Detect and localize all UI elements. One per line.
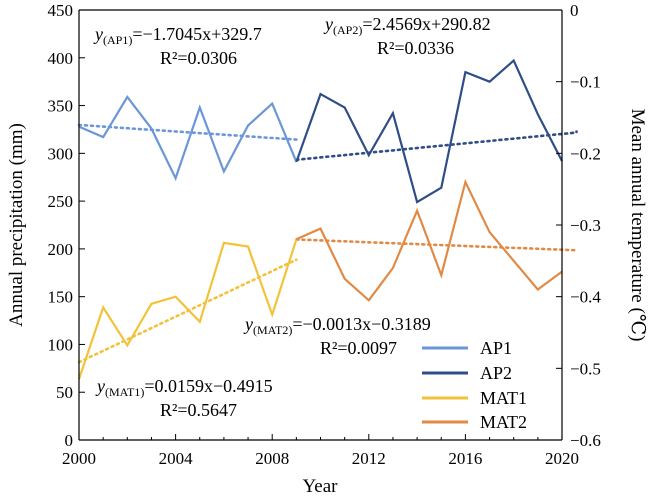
right-y-tick-label-5: −0.5 [570,359,601,378]
equation-mat1-rhs: =0.0159x−0.4915 [144,376,272,396]
equation-mat2-rhs: =−0.0013x−0.3189 [292,314,430,334]
equation-ap2-y: y [323,14,333,34]
trendline-mat2 [295,238,578,252]
legend-label-mat1: MAT1 [480,388,527,408]
left-y-tick-label-50: 50 [56,383,73,402]
equation-ap2-r2: R²=0.0336 [377,38,454,58]
equation-mat1-line: y(MAT1)=0.0159x−0.4915 [95,376,273,399]
right-y-axis-title: Mean annual temperature (℃) [627,109,648,342]
x-tick-label-2008: 2008 [255,449,289,468]
equation-ap1-sub: (AP1) [103,33,132,47]
series-layer [77,58,563,380]
equation-mat1-r2: R²=0.5647 [160,400,237,420]
legend-item-mat1: MAT1 [422,388,527,408]
equation-ap1-line: y(AP1)=−1.7045x+329.7 [93,24,262,47]
left-y-tick-label-100: 100 [48,335,74,354]
equation-ap1-r2: R²=0.0306 [160,48,237,68]
x-axis-title: Year [302,476,338,497]
left-y-tick-label-0: 0 [65,431,74,450]
right-y-tick-label-1: −0.1 [570,73,601,92]
legend-label-mat2: MAT2 [480,412,527,432]
legend-label-ap1: AP1 [480,338,512,358]
equation-mat2-sub: (MAT2) [253,323,292,337]
trendline-mat1 [77,258,298,364]
left-y-tick-label-200: 200 [48,240,74,259]
x-tick-label-2004: 2004 [159,449,194,468]
equation-ap2-sub: (AP2) [333,23,362,37]
left-y-axis-title: Annual precipitation (mm) [6,123,27,327]
series-line-mat2 [295,178,563,302]
equation-mat1-y: y [95,376,105,396]
left-y-tick-label-250: 250 [48,192,74,211]
trendline-layer [77,123,578,364]
left-y-tick-label-150: 150 [48,288,74,307]
equation-mat2-r2: R²=0.0097 [320,338,397,358]
right-y-tick-label-0: 0 [570,1,579,20]
series-line-mat1 [77,238,298,380]
equation-ap1: y(AP1)=−1.7045x+329.7 R²=0.0306 [93,24,262,68]
legend: AP1 AP2 MAT1 MAT2 [422,338,527,432]
equation-mat2: y(MAT2)=−0.0013x−0.3189 R²=0.0097 [243,314,431,358]
equation-mat1-sub: (MAT1) [105,385,144,399]
x-tick-label-2020: 2020 [545,449,579,468]
legend-item-mat2: MAT2 [422,412,527,432]
left-y-tick-label-450: 450 [48,1,74,20]
legend-label-ap2: AP2 [480,363,512,383]
equation-ap2-line: y(AP2)=2.4569x+290.82 [323,14,491,37]
x-tick-label-2016: 2016 [448,449,482,468]
right-y-tick-label-6: −0.6 [570,431,601,450]
equation-mat2-y: y [243,314,253,334]
left-y-tick-label-400: 400 [48,49,74,68]
right-y-tick-label-3: −0.3 [570,216,601,235]
tick-layer: 2000 2004 2008 2012 2016 2020 0 50 100 150 200 250 3… [48,1,602,468]
x-tick-label-2012: 2012 [352,449,386,468]
right-y-tick-label-4: −0.4 [570,288,601,307]
series-line-ap1 [78,95,298,182]
left-y-tick-label-350: 350 [48,97,74,116]
equation-mat2-line: y(MAT2)=−0.0013x−0.3189 [243,314,431,337]
right-y-tick-label-2: −0.2 [570,144,601,163]
equation-ap2-rhs: =2.4569x+290.82 [362,14,490,34]
equation-ap1-rhs: =−1.7045x+329.7 [132,24,261,44]
x-tick-label-2000: 2000 [62,449,96,468]
left-y-tick-label-300: 300 [48,144,74,163]
equation-ap1-y: y [93,24,103,44]
equation-mat1: y(MAT1)=0.0159x−0.4915 R²=0.5647 [95,376,273,420]
equation-ap2: y(AP2)=2.4569x+290.82 R²=0.0336 [323,14,491,58]
legend-item-ap2: AP2 [422,363,512,383]
series-line-ap2 [295,58,563,204]
trendline-ap2 [295,130,578,162]
trendline-ap1 [77,123,298,141]
legend-item-ap1: AP1 [422,338,512,358]
